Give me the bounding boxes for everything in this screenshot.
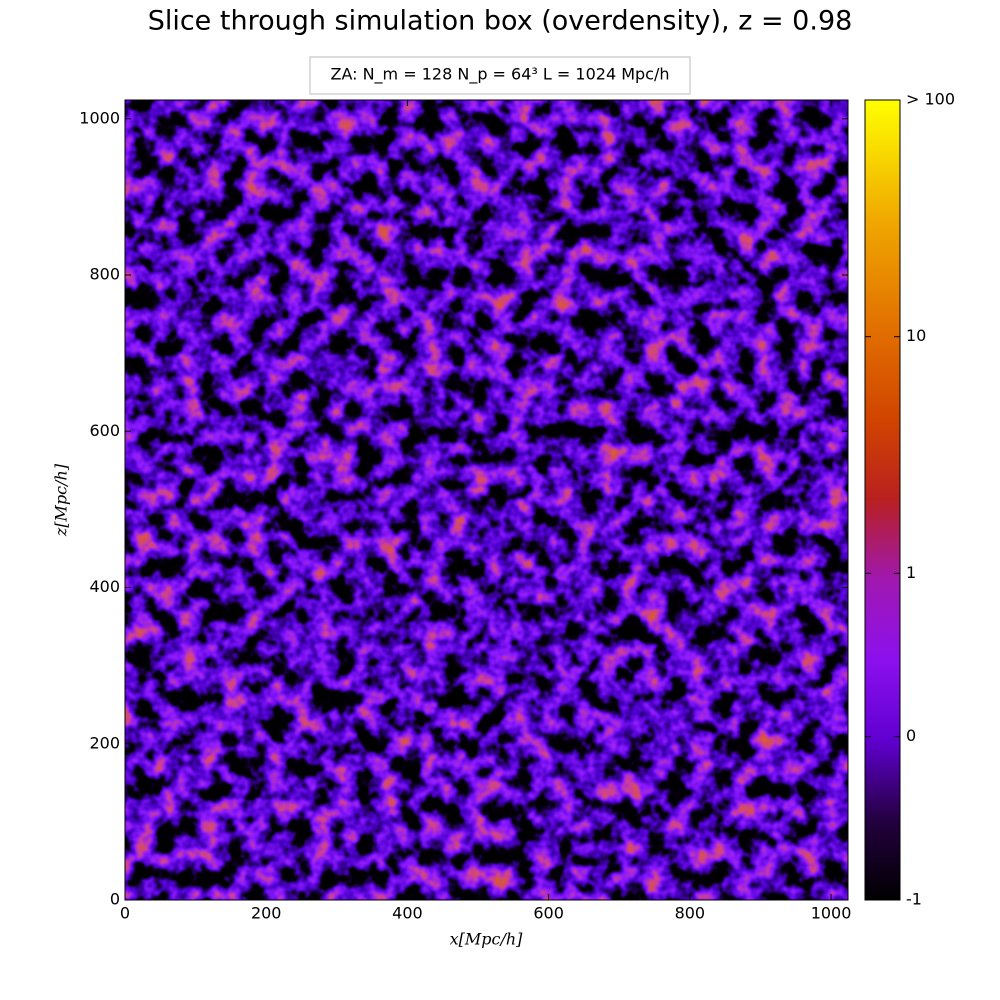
- colorbar-tick-label: 10: [906, 326, 926, 345]
- y-tick-label: 0: [110, 890, 120, 909]
- density-field: [125, 100, 848, 900]
- x-tick-label: 200: [251, 904, 282, 923]
- colorbar-tick-label: 0: [906, 726, 916, 745]
- colorbar-tick-label: -1: [906, 890, 922, 909]
- annotation: ZA: N_m = 128 N_p = 64³ L = 1024 Mpc/h: [330, 65, 669, 85]
- colorbar-tick-label: 1: [906, 563, 916, 582]
- x-tick-label: 400: [392, 904, 423, 923]
- x-axis-label: x[Mpc/h]: [450, 930, 524, 949]
- plot-frame: [124, 99, 849, 901]
- x-tick-label: 1000: [811, 904, 852, 923]
- y-axis-label: z[Mpc/h]: [52, 463, 71, 537]
- y-tick-label: 800: [89, 265, 120, 284]
- y-tick-label: 1000: [79, 108, 120, 127]
- annotation-box: [309, 56, 691, 95]
- colorbar: [864, 99, 901, 901]
- y-tick-label: 200: [89, 733, 120, 752]
- y-tick-label: 400: [89, 577, 120, 596]
- x-tick-label: 0: [120, 904, 130, 923]
- x-tick-label: 800: [675, 904, 706, 923]
- chart-title: Slice through simulation box (overdensit…: [148, 6, 853, 37]
- x-tick-label: 600: [533, 904, 564, 923]
- y-tick-label: 600: [89, 421, 120, 440]
- colorbar-tick-label: > 100: [906, 90, 955, 109]
